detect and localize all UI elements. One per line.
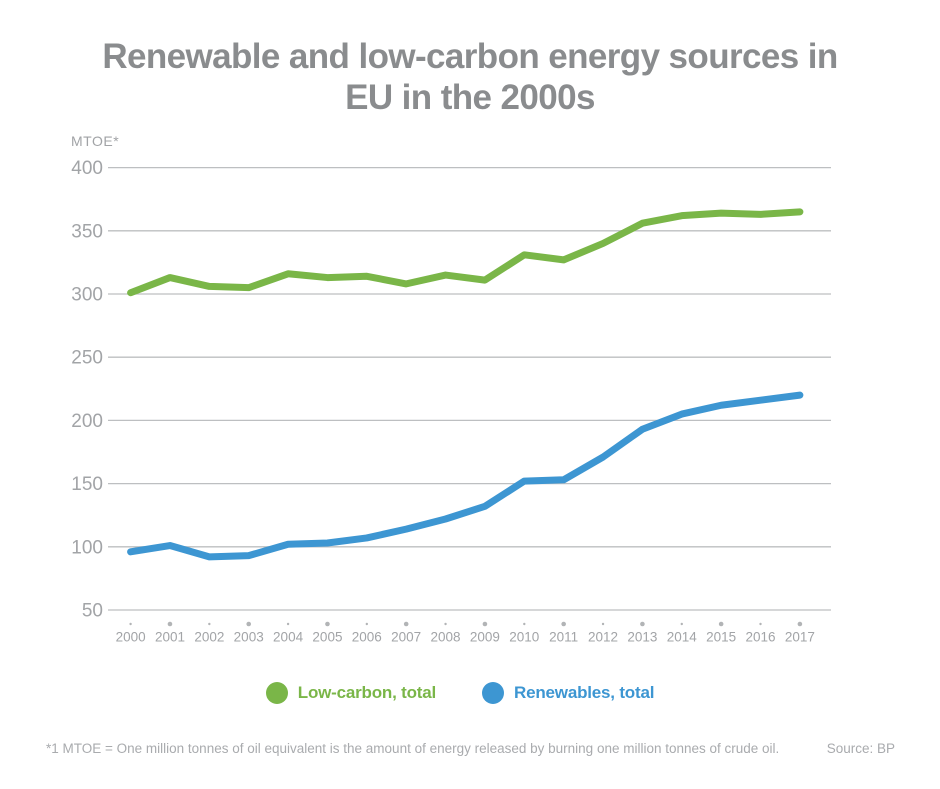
y-tick-label-250: 250 (71, 348, 103, 369)
legend: Low-carbon, total Renewables, total (0, 682, 920, 704)
x-tick-dot-2000 (129, 622, 132, 626)
y-tick-label-200: 200 (71, 411, 103, 432)
x-tick-label-2006: 2006 (352, 630, 382, 645)
y-tick-label-50: 50 (82, 601, 103, 622)
x-tick-dot-2010 (523, 622, 526, 626)
y-tick-label-350: 350 (71, 221, 103, 242)
legend-label-renewables: Renewables, total (514, 683, 655, 702)
x-tick-dot-2008 (444, 622, 447, 626)
legend-label-low-carbon: Low-carbon, total (297, 683, 437, 702)
x-tick-dot-2004 (286, 622, 290, 626)
x-tick-label-2003: 2003 (234, 630, 264, 645)
x-tick-label-2004: 2004 (273, 630, 304, 645)
x-tick-dot-2006 (365, 622, 369, 626)
x-tick-label-2015: 2015 (706, 630, 736, 645)
x-tick-label-2014: 2014 (667, 630, 698, 645)
y-tick-label-150: 150 (71, 474, 103, 495)
x-tick-label-2005: 2005 (312, 630, 342, 645)
x-tick-label-2012: 2012 (588, 630, 618, 645)
legend-item-low-carbon: Low-carbon, total (265, 682, 437, 704)
chart-title-line-1: Renewable and low-carbon energy sources … (102, 37, 838, 76)
x-tick-dot-2016 (759, 622, 762, 626)
y-axis-unit-label: MTOE* (71, 133, 120, 149)
series-line-low-carbon-total (127, 208, 804, 297)
x-tick-dot-2017 (797, 621, 803, 627)
y-tick-label-300: 300 (71, 285, 103, 306)
y-tick-label-400: 400 (71, 158, 103, 179)
renewables-swatch-icon (482, 682, 505, 704)
x-tick-dot-2007 (403, 621, 409, 627)
x-tick-label-2007: 2007 (391, 630, 421, 645)
chart-title: Renewable and low-carbon energy sources … (0, 36, 940, 118)
x-tick-label-2008: 2008 (431, 630, 461, 645)
x-tick-label-2009: 2009 (470, 630, 500, 645)
x-tick-label-2010: 2010 (509, 630, 539, 645)
x-tick-dot-2011 (561, 621, 566, 627)
footnote: *1 MTOE = One million tonnes of oil equi… (46, 741, 780, 756)
source-credit: Source: BP (826, 741, 895, 756)
x-tick-dot-2015 (718, 621, 724, 627)
series-line-renewables-total (127, 391, 804, 561)
x-tick-label-2017: 2017 (785, 630, 815, 645)
x-tick-dot-2014 (680, 622, 683, 626)
y-tick-label-100: 100 (71, 537, 103, 558)
low-carbon-swatch-icon (265, 682, 288, 704)
x-tick-dot-2002 (208, 622, 211, 626)
x-tick-label-2002: 2002 (194, 630, 224, 645)
x-tick-dot-2003 (246, 621, 252, 627)
x-tick-dot-2001 (167, 621, 173, 627)
x-tick-dot-2012 (601, 622, 605, 626)
x-tick-label-2000: 2000 (116, 630, 146, 645)
x-tick-label-2013: 2013 (627, 630, 657, 645)
x-tick-label-2011: 2011 (549, 630, 578, 645)
x-tick-dot-2009 (482, 621, 488, 627)
chart-title-line-2: EU in the 2000s (345, 78, 595, 117)
x-tick-dot-2013 (640, 621, 645, 627)
x-tick-label-2001: 2001 (155, 630, 185, 645)
x-tick-dot-2005 (325, 621, 330, 627)
x-tick-label-2016: 2016 (745, 630, 775, 645)
legend-item-renewables: Renewables, total (482, 682, 654, 704)
